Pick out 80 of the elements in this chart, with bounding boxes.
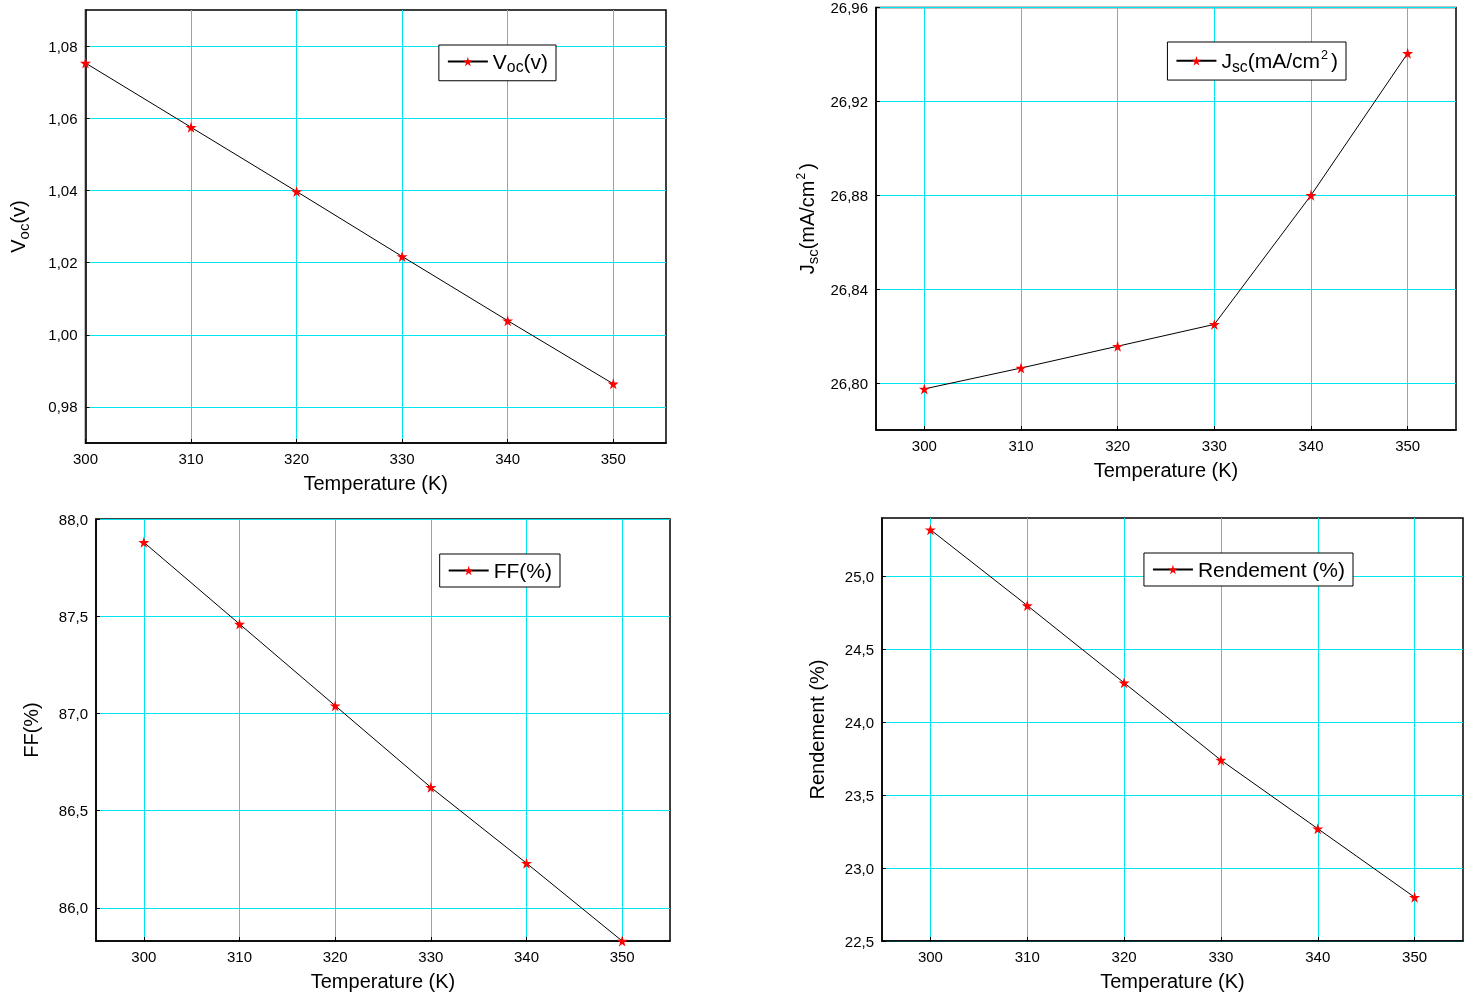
x-tick-label: 340 (495, 450, 521, 467)
y-tick-label: 24,0 (844, 713, 874, 731)
y-tick-label: 22,5 (844, 932, 874, 950)
y-tick-label: 26,80 (830, 374, 868, 392)
x-tick-label: 300 (72, 450, 99, 467)
x-tick-label: 340 (513, 948, 540, 965)
y-tick-label: 24,5 (844, 640, 874, 658)
point (291, 186, 303, 197)
point (924, 524, 936, 536)
x-tick-label: 310 (226, 948, 253, 965)
y-tick-label: 1,08 (48, 37, 78, 55)
y-tick-label: 86,5 (58, 802, 88, 820)
y-axis-title: Rendement (%) (806, 659, 828, 800)
y-tick-label: 1,06 (48, 109, 78, 127)
x-tick-label: 310 (1014, 948, 1040, 965)
legend-label: Rendement (%) (1197, 558, 1345, 581)
x-tick-label: 300 (131, 948, 157, 965)
point (396, 250, 408, 262)
x-tick-label: 350 (1402, 948, 1428, 965)
x-tick-label: 350 (1395, 437, 1421, 454)
y-tick-label: 0,98 (48, 398, 78, 416)
y-tick-label: 87,5 (58, 607, 88, 625)
x-tick-label: 320 (284, 450, 310, 467)
point (918, 383, 930, 395)
y-tick-label: 26,88 (830, 186, 868, 204)
y-tick-label: 23,0 (844, 859, 874, 877)
point (1021, 600, 1033, 612)
point (1118, 677, 1130, 689)
x-axis-title: Temperature (K) (1100, 970, 1245, 992)
x-tick-label: 330 (1208, 948, 1234, 965)
point (425, 781, 437, 793)
x-axis-title: Temperature (K) (1093, 459, 1239, 481)
y-tick-label: 87,0 (58, 704, 88, 722)
point (1402, 47, 1414, 59)
y-tick-label: 25,0 (844, 567, 874, 585)
y-tick-label: 26,96 (830, 0, 868, 16)
x-axis-title: Temperature (K) (310, 970, 456, 992)
point (1112, 340, 1124, 352)
x-tick-label: 320 (322, 948, 348, 965)
x-tick-label: 300 (917, 948, 943, 965)
point (138, 536, 150, 548)
y-tick-label: 1,04 (48, 181, 78, 199)
point (329, 700, 341, 712)
legend-label: FF(%) (493, 559, 553, 582)
y-axis-title: Voc(v) (7, 200, 32, 253)
point (1312, 823, 1324, 835)
x-tick-label: 330 (389, 450, 415, 467)
x-tick-label: 320 (1111, 948, 1137, 965)
point (1015, 362, 1027, 374)
x-tick-label: 330 (1201, 437, 1227, 454)
point (1409, 891, 1421, 903)
point (502, 315, 514, 327)
x-tick-label: 310 (1008, 437, 1034, 454)
point (521, 857, 532, 869)
y-tick-label: 88,0 (58, 510, 88, 528)
y-tick-label: 23,5 (844, 786, 874, 804)
y-axis-title: FF(%) (20, 702, 42, 758)
x-tick-label: 340 (1298, 437, 1324, 454)
x-tick-label: 340 (1305, 948, 1331, 965)
x-axis-title: Temperature (K) (303, 472, 448, 494)
x-tick-label: 350 (609, 948, 635, 965)
y-axis-title: Jsc(mA/cm2) (794, 163, 821, 275)
y-tick-label: 1,02 (48, 254, 78, 272)
y-tick-label: 26,84 (830, 280, 868, 298)
x-tick-label: 350 (600, 450, 626, 467)
point (1208, 318, 1220, 330)
y-tick-label: 26,92 (830, 92, 868, 110)
point (1305, 189, 1317, 201)
y-tick-label: 1,00 (48, 326, 78, 344)
y-tick-label: 86,0 (58, 899, 88, 917)
x-tick-label: 320 (1105, 437, 1131, 454)
x-tick-label: 310 (178, 450, 204, 467)
point (1215, 754, 1227, 766)
point (234, 618, 245, 630)
x-tick-label: 330 (418, 948, 444, 965)
point (607, 378, 619, 390)
x-tick-label: 300 (911, 437, 937, 454)
point (80, 57, 91, 69)
point (616, 935, 628, 947)
point (185, 121, 197, 133)
